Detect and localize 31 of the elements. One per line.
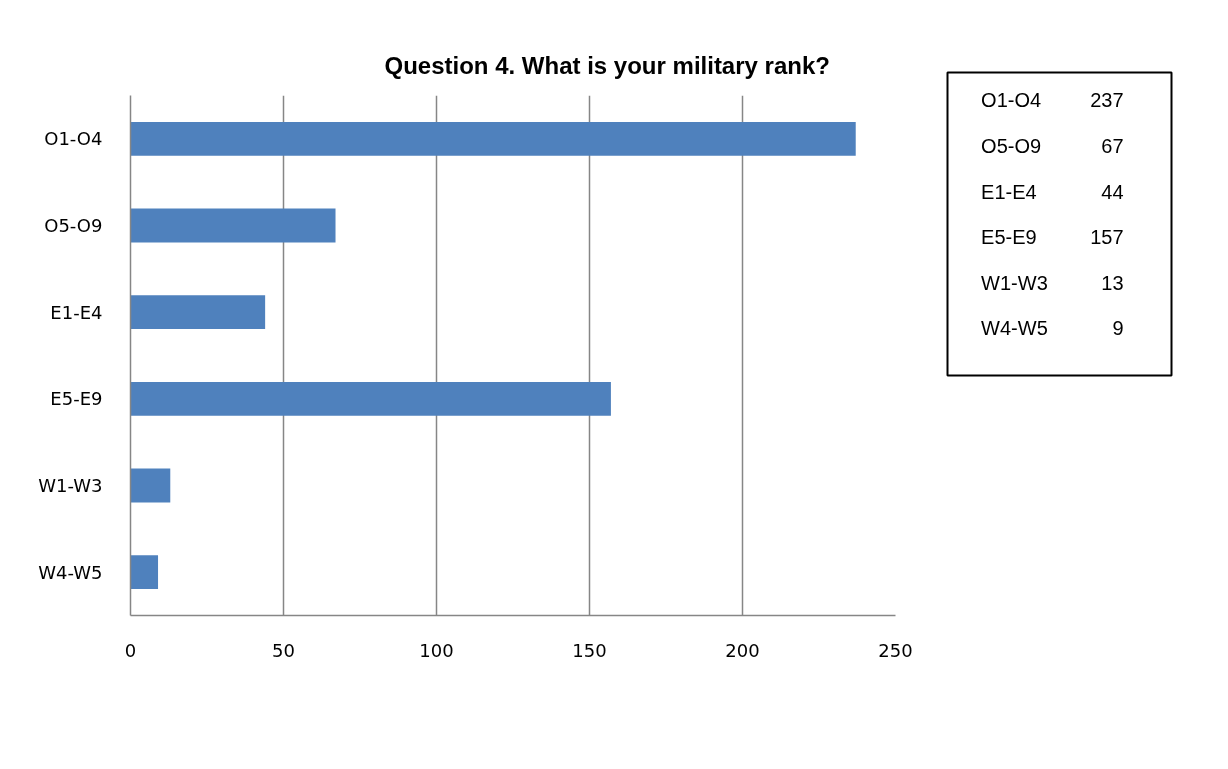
y-tick-label: O1-O4 bbox=[44, 128, 103, 150]
bar bbox=[130, 381, 611, 416]
x-tick-label: 150 bbox=[572, 639, 607, 661]
x-tick-label: 50 bbox=[272, 639, 295, 661]
data-label: 9 bbox=[1112, 317, 1124, 340]
category-label: E1-E4 bbox=[981, 180, 1037, 203]
bar bbox=[130, 555, 159, 590]
x-tick-label: 0 bbox=[124, 639, 137, 661]
data-label: 157 bbox=[1090, 226, 1124, 249]
bar bbox=[130, 468, 171, 503]
chart-title: Question 4. What is your military rank? bbox=[384, 51, 830, 79]
x-tick-label: 250 bbox=[878, 639, 913, 661]
category-label: E5-E9 bbox=[981, 226, 1037, 249]
category-label: W1-W3 bbox=[981, 271, 1048, 294]
category-label: O1-O4 bbox=[981, 89, 1042, 112]
category-label: O5-O9 bbox=[981, 134, 1042, 157]
category-label: W4-W5 bbox=[981, 317, 1048, 340]
y-tick-label: E5-E9 bbox=[50, 388, 103, 410]
y-tick-label: O5-O9 bbox=[44, 215, 103, 236]
x-tick-label: 100 bbox=[419, 639, 454, 661]
bar bbox=[130, 121, 856, 156]
y-tick-label: W1-W3 bbox=[38, 475, 103, 496]
bar bbox=[130, 208, 336, 243]
x-tick-label: 200 bbox=[725, 639, 760, 661]
data-label: 13 bbox=[1101, 271, 1124, 294]
y-tick-label: W4-W5 bbox=[38, 561, 103, 583]
data-label: 237 bbox=[1090, 89, 1124, 112]
bar bbox=[130, 295, 266, 330]
data-label: 67 bbox=[1101, 134, 1124, 157]
y-tick-label: E1-E4 bbox=[50, 301, 103, 323]
data-label: 44 bbox=[1101, 180, 1124, 203]
